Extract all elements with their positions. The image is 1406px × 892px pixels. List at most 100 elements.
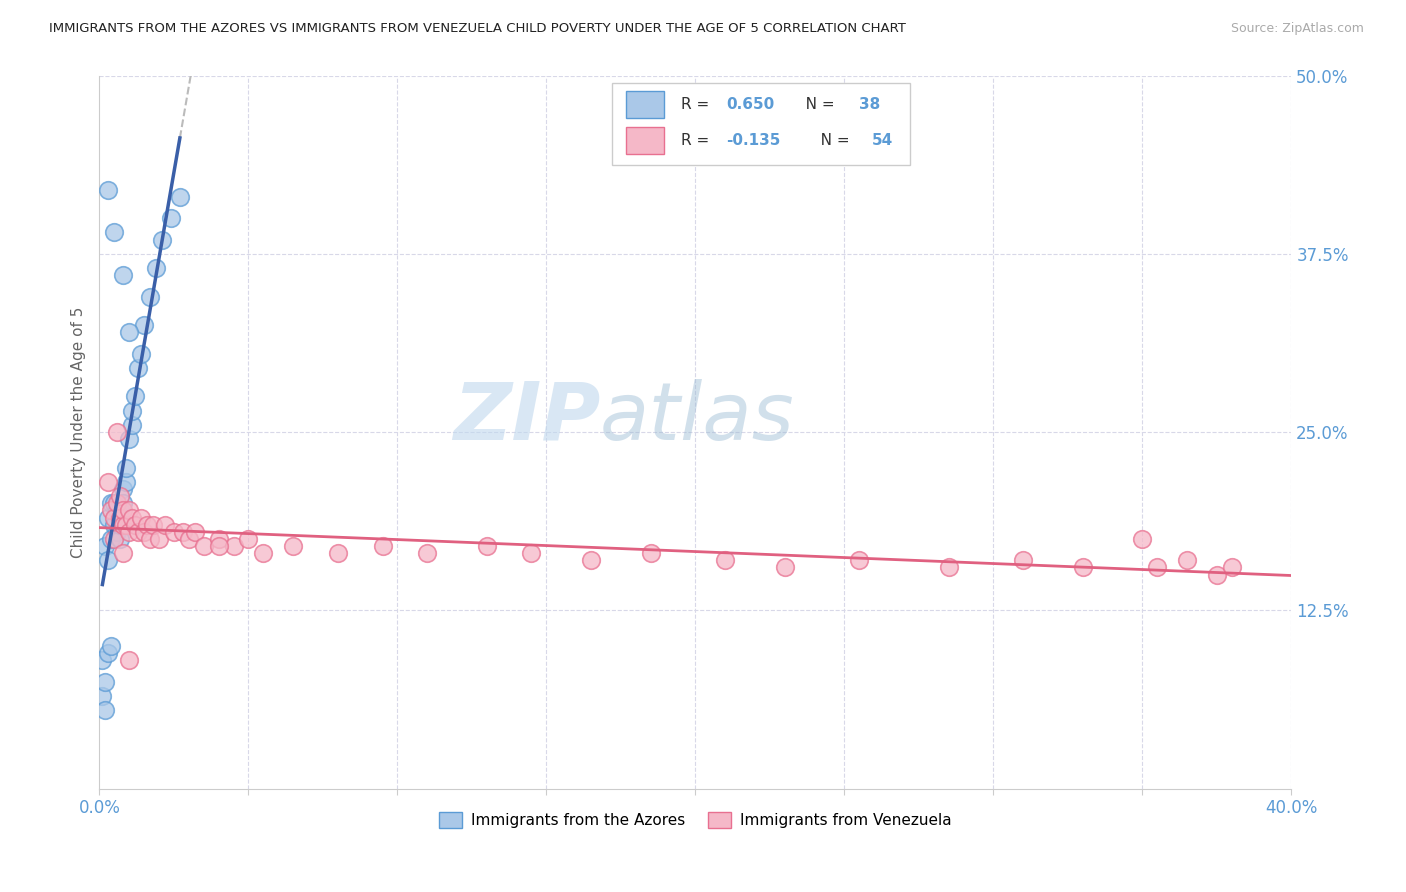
Point xyxy=(134,524,156,539)
Point xyxy=(207,532,229,546)
Point xyxy=(91,689,114,703)
Point xyxy=(145,260,167,275)
Point xyxy=(129,346,152,360)
Point xyxy=(112,546,135,560)
Point xyxy=(112,482,135,496)
Text: IMMIGRANTS FROM THE AZORES VS IMMIGRANTS FROM VENEZUELA CHILD POVERTY UNDER THE : IMMIGRANTS FROM THE AZORES VS IMMIGRANTS… xyxy=(49,22,905,36)
Point xyxy=(1130,532,1153,546)
Point xyxy=(118,432,141,446)
Point xyxy=(115,460,138,475)
Point xyxy=(91,653,114,667)
Point xyxy=(326,546,349,560)
Point xyxy=(139,289,162,303)
Text: ZIP: ZIP xyxy=(453,379,600,457)
Point xyxy=(97,183,120,197)
Point xyxy=(103,532,125,546)
Point xyxy=(938,560,960,574)
Point xyxy=(118,325,141,339)
Point xyxy=(150,233,173,247)
Point xyxy=(193,539,215,553)
Text: R =: R = xyxy=(681,97,714,112)
Point xyxy=(118,653,141,667)
FancyBboxPatch shape xyxy=(626,127,665,154)
Point xyxy=(118,503,141,517)
Point xyxy=(118,524,141,539)
Point xyxy=(371,539,394,553)
Point xyxy=(105,425,128,439)
Point xyxy=(153,517,176,532)
Text: N =: N = xyxy=(806,133,855,148)
Point xyxy=(97,553,120,567)
Text: atlas: atlas xyxy=(600,379,794,457)
Point xyxy=(848,553,870,567)
Y-axis label: Child Poverty Under the Age of 5: Child Poverty Under the Age of 5 xyxy=(72,306,86,558)
Point xyxy=(520,546,543,560)
Point xyxy=(115,517,138,532)
Point xyxy=(252,546,274,560)
Point xyxy=(207,539,229,553)
Point xyxy=(1175,553,1198,567)
Point xyxy=(773,560,796,574)
Point xyxy=(124,389,146,403)
Point xyxy=(121,403,143,417)
Point xyxy=(110,489,132,503)
Point xyxy=(94,703,117,717)
Point xyxy=(94,539,117,553)
Text: 54: 54 xyxy=(872,133,893,148)
Point xyxy=(110,532,132,546)
Point xyxy=(105,496,128,510)
Point xyxy=(100,503,122,517)
Point xyxy=(103,226,125,240)
Point xyxy=(714,553,737,567)
Point xyxy=(579,553,602,567)
Point xyxy=(148,532,170,546)
Point xyxy=(1205,567,1227,582)
Point xyxy=(142,517,165,532)
Point xyxy=(103,496,125,510)
Text: Source: ZipAtlas.com: Source: ZipAtlas.com xyxy=(1230,22,1364,36)
Point xyxy=(103,510,125,524)
FancyBboxPatch shape xyxy=(626,91,665,119)
Point xyxy=(139,532,162,546)
Point xyxy=(169,190,191,204)
Point xyxy=(97,475,120,489)
Point xyxy=(136,517,159,532)
Text: 0.650: 0.650 xyxy=(727,97,775,112)
Text: R =: R = xyxy=(681,133,714,148)
Text: -0.135: -0.135 xyxy=(727,133,780,148)
Point xyxy=(222,539,245,553)
Point xyxy=(112,268,135,282)
Point xyxy=(94,674,117,689)
Point xyxy=(112,517,135,532)
Point xyxy=(238,532,260,546)
Point xyxy=(112,503,135,517)
Legend: Immigrants from the Azores, Immigrants from Venezuela: Immigrants from the Azores, Immigrants f… xyxy=(433,806,957,834)
Point xyxy=(121,417,143,432)
Point xyxy=(640,546,662,560)
Point xyxy=(121,510,143,524)
Point xyxy=(97,510,120,524)
Point xyxy=(97,646,120,660)
Text: 38: 38 xyxy=(859,97,880,112)
Point xyxy=(416,546,439,560)
Point xyxy=(100,639,122,653)
Point xyxy=(100,496,122,510)
Point xyxy=(172,524,194,539)
Point xyxy=(124,517,146,532)
Point xyxy=(127,360,149,375)
Point xyxy=(110,517,132,532)
Point xyxy=(110,510,132,524)
Point xyxy=(184,524,207,539)
Point xyxy=(127,524,149,539)
Point xyxy=(110,503,132,517)
Point xyxy=(103,517,125,532)
FancyBboxPatch shape xyxy=(612,83,910,165)
Point xyxy=(129,510,152,524)
Point xyxy=(105,524,128,539)
Point xyxy=(112,496,135,510)
Point xyxy=(177,532,200,546)
Point xyxy=(163,524,186,539)
Point xyxy=(281,539,304,553)
Point xyxy=(115,475,138,489)
Point xyxy=(475,539,498,553)
